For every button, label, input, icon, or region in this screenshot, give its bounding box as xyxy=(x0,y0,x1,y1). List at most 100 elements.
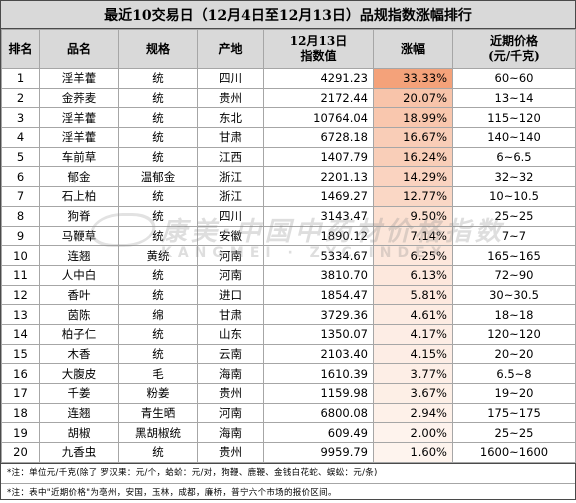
cell-index: 2201.13 xyxy=(263,166,374,188)
cell-price: 6~6.5 xyxy=(452,146,576,168)
cell-spec: 统 xyxy=(118,323,198,345)
cell-index: 1890.12 xyxy=(263,225,374,247)
cell-change: 3.77% xyxy=(373,363,453,384)
cell-origin: 进口 xyxy=(197,284,264,306)
cell-origin: 浙江 xyxy=(197,166,264,188)
cell-name: 人中白 xyxy=(39,264,119,286)
cell-rank: 15 xyxy=(1,343,40,365)
cell-name: 九香虫 xyxy=(39,442,119,463)
cell-name: 连翘 xyxy=(39,402,119,424)
cell-origin: 四川 xyxy=(197,68,264,89)
cell-index: 1854.47 xyxy=(263,284,374,306)
notes-section: *注：单位元/千克(除了 罗汉果：元/个，蛤蚧：元/对，狗鞭、鹿鞭、金钱白花蛇、… xyxy=(1,462,575,503)
cell-change: 4.15% xyxy=(373,343,453,365)
cell-price: 115~120 xyxy=(452,107,576,129)
table-row: 1 淫羊藿统四川 4291.23 33.33% 60~60 xyxy=(1,68,576,89)
cell-index: 1610.39 xyxy=(263,363,374,384)
table-row: 6 郁金 温郁金 浙江 2201.13 14.29% 32~32 xyxy=(1,166,576,188)
table-title: 最近10交易日（12月4日至12月13日）品规指数涨幅排行 xyxy=(1,1,575,29)
cell-change: 6.25% xyxy=(373,245,453,266)
cell-spec: 青生晒 xyxy=(118,402,198,424)
cell-origin: 贵州 xyxy=(197,383,264,404)
table-row: 16 大腹皮毛海南 1610.39 3.77% 6.5~8 xyxy=(1,363,576,384)
cell-rank: 14 xyxy=(1,323,40,345)
cell-change: 4.17% xyxy=(373,323,453,345)
cell-price: 25~25 xyxy=(452,205,576,227)
cell-name: 香叶 xyxy=(39,284,119,306)
cell-rank: 3 xyxy=(1,107,40,129)
cell-price: 72~90 xyxy=(452,264,576,286)
cell-change: 33.33% xyxy=(373,68,453,89)
cell-name: 胡椒 xyxy=(39,422,119,444)
table-row: 12 香叶统进口 1854.47 5.81% 30~30.5 xyxy=(1,284,576,306)
table-row: 18 连翘 青生晒 河南 6800.08 2.94% 175~175 xyxy=(1,402,576,424)
cell-name: 郁金 xyxy=(39,166,119,188)
cell-price: 140~140 xyxy=(452,127,576,148)
cell-index: 3143.47 xyxy=(263,205,374,227)
table-row: 20 九香虫统贵州 9959.79 1.60% 1600~1600 xyxy=(1,442,576,463)
cell-name: 木香 xyxy=(39,343,119,365)
cell-origin: 河南 xyxy=(197,264,264,286)
table-row: 15 木香统云南 2103.40 4.15% 20~20 xyxy=(1,343,576,365)
cell-origin: 东北 xyxy=(197,107,264,129)
cell-change: 14.29% xyxy=(373,166,453,188)
cell-change: 2.94% xyxy=(373,402,453,424)
cell-origin: 贵州 xyxy=(197,442,264,463)
header-rank: 排名 xyxy=(1,29,40,69)
cell-spec: 统 xyxy=(118,186,198,207)
ranking-table: 排名 品名 规格 产地 12月13日 指数值 涨幅 近期价格 (元/千克) 1 淫羊藿… xyxy=(1,29,576,463)
header-change: 涨幅 xyxy=(373,29,453,69)
cell-index: 6728.18 xyxy=(263,127,374,148)
cell-change: 16.24% xyxy=(373,146,453,168)
header-price-label: 近期价格 xyxy=(489,34,538,48)
cell-origin: 云南 xyxy=(197,343,264,365)
cell-index: 1350.07 xyxy=(263,323,374,345)
cell-spec: 黄统 xyxy=(118,245,198,266)
cell-origin: 甘肃 xyxy=(197,127,264,148)
cell-spec: 统 xyxy=(118,343,198,365)
cell-change: 2.00% xyxy=(373,422,453,444)
cell-name: 石上柏 xyxy=(39,186,119,207)
cell-name: 淫羊藿 xyxy=(39,68,119,89)
cell-index: 2172.44 xyxy=(263,87,374,109)
table-row: 13 茵陈绵甘肃 3729.36 4.61% 18~18 xyxy=(1,304,576,325)
cell-spec: 毛 xyxy=(118,363,198,384)
cell-change: 3.67% xyxy=(373,383,453,404)
cell-spec: 统 xyxy=(118,284,198,306)
cell-spec: 统 xyxy=(118,127,198,148)
cell-price: 13~14 xyxy=(452,87,576,109)
cell-name: 金荞麦 xyxy=(39,87,119,109)
table-row: 17 千姜 粉姜 贵州 1159.98 3.67% 19~20 xyxy=(1,383,576,404)
cell-spec: 黑胡椒统 xyxy=(118,422,198,444)
header-index-date: 12月13日 xyxy=(289,34,348,48)
cell-change: 5.81% xyxy=(373,284,453,306)
cell-spec: 温郁金 xyxy=(118,166,198,188)
cell-rank: 13 xyxy=(1,304,40,325)
cell-rank: 19 xyxy=(1,422,40,444)
cell-change: 4.61% xyxy=(373,304,453,325)
cell-rank: 16 xyxy=(1,363,40,384)
cell-price: 120~120 xyxy=(452,323,576,345)
cell-rank: 11 xyxy=(1,264,40,286)
cell-index: 2103.40 xyxy=(263,343,374,365)
cell-spec: 统 xyxy=(118,442,198,463)
table-row: 19 胡椒 黑胡椒统 海南 609.49 2.00% 25~25 xyxy=(1,422,576,444)
cell-origin: 河南 xyxy=(197,402,264,424)
table-row: 2 金荞麦统贵州 2172.44 20.07% 13~14 xyxy=(1,87,576,109)
table-row: 9 马鞭草统安徽 1890.12 7.14% 7~7 xyxy=(1,225,576,247)
cell-index: 4291.23 xyxy=(263,68,374,89)
table-row: 10 连翘 黄统 河南 5334.67 6.25% 165~165 xyxy=(1,245,576,266)
cell-origin: 四川 xyxy=(197,205,264,227)
cell-name: 淫羊藿 xyxy=(39,107,119,129)
cell-name: 淫羊藿 xyxy=(39,127,119,148)
cell-change: 6.13% xyxy=(373,264,453,286)
header-index-label: 指数值 xyxy=(300,49,337,63)
cell-price: 175~175 xyxy=(452,402,576,424)
table-row: 8 狗脊统四川 3143.47 9.50% 25~25 xyxy=(1,205,576,227)
cell-rank: 5 xyxy=(1,146,40,168)
cell-spec: 统 xyxy=(118,205,198,227)
table-row: 3 淫羊藿统东北 10764.04 18.99% 115~120 xyxy=(1,107,576,129)
cell-name: 马鞭草 xyxy=(39,225,119,247)
table-row: 4 淫羊藿统甘肃 6728.18 16.67% 140~140 xyxy=(1,127,576,148)
